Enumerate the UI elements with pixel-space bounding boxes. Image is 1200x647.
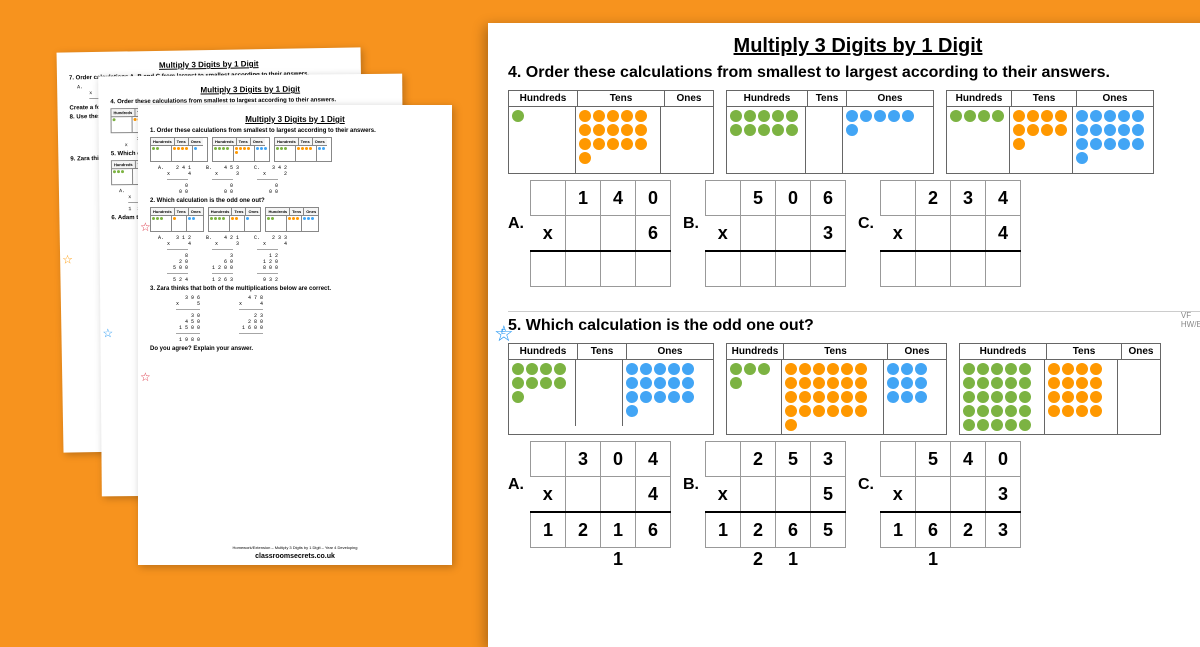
q4-text: 4. Order these calculations from smalles… bbox=[110, 97, 390, 105]
q1-text: 1. Order these calculations from smalles… bbox=[150, 128, 440, 134]
sheet-title: Multiply 3 Digits by 1 Digit bbox=[150, 115, 440, 124]
ref-hwext: HW/Ext bbox=[1181, 320, 1200, 329]
q2-text: 2. Which calculation is the odd one out? bbox=[150, 198, 440, 204]
place-value-box: HundredsTensOnes bbox=[508, 90, 714, 174]
place-value-box: HundredsTensOnes bbox=[726, 343, 947, 435]
calculation: A.140x6 bbox=[508, 180, 671, 287]
calculation: A.304x412161 bbox=[508, 441, 671, 571]
sheet-title: Multiply 3 Digits by 1 Digit bbox=[110, 84, 390, 95]
footer-sub: Homework/Extension – Multiply 3 Digits b… bbox=[138, 545, 452, 550]
q4-heading: 4. Order these calculations from smalles… bbox=[508, 64, 1200, 82]
q5-calcs-row: A.304x412161B.253x5126521C.540x316231 bbox=[508, 441, 1200, 571]
calculation: C.540x316231 bbox=[858, 441, 1021, 571]
calculation: C.234x4 bbox=[858, 180, 1021, 287]
star-icon: ☆ bbox=[62, 252, 73, 266]
star-icon: ☆ bbox=[102, 326, 113, 340]
q4-calcs-row: A.140x6B.506x3C.234x4 bbox=[508, 180, 1200, 287]
sheet-title: Multiply 3 Digits by 1 Digit bbox=[69, 58, 349, 72]
sheet-front: Multiply 3 Digits by 1 Digit 1. Order th… bbox=[138, 105, 452, 565]
q5-place-value-row: HundredsTensOnesHundredsTensOnesHundreds… bbox=[508, 343, 1200, 435]
q3-text: 3. Zara thinks that both of the multipli… bbox=[150, 286, 440, 292]
ref-vf: VF bbox=[1181, 311, 1191, 320]
main-title: Multiply 3 Digits by 1 Digit bbox=[508, 35, 1200, 58]
agree-text: Do you agree? Explain your answer. bbox=[150, 346, 440, 352]
q2-calcs: A. 3 1 2 B. 4 2 1 C. 2 3 3 x 4 x 3 x 4 ─… bbox=[158, 235, 440, 283]
q1-calcs: A. 2 4 1 B. 4 5 3 C. 3 4 2 x 4 x 3 x 2 ─… bbox=[158, 165, 440, 195]
calculation: B.506x3 bbox=[683, 180, 846, 287]
place-value-box: HundredsTensOnes bbox=[959, 343, 1161, 435]
place-value-box: HundredsTensOnes bbox=[508, 343, 714, 435]
q3-calcs: 3 9 6 4 7 8 x 5 x 4 ──────── ──────── 3 … bbox=[158, 295, 440, 343]
star-icon: ☆E bbox=[494, 321, 514, 347]
star-icon: ☆ bbox=[140, 220, 151, 234]
worksheet-stack: Multiply 3 Digits by 1 Digit 7. Order ca… bbox=[60, 50, 430, 570]
place-value-box: HundredsTensOnes bbox=[726, 90, 934, 174]
q5-heading: 5. Which calculation is the odd one out? bbox=[508, 317, 1200, 335]
calculation: B.253x5126521 bbox=[683, 441, 846, 571]
star-icon: ☆ bbox=[140, 370, 151, 384]
footer-url: classroomsecrets.co.uk bbox=[138, 553, 452, 560]
main-worksheet: Multiply 3 Digits by 1 Digit 4. Order th… bbox=[488, 23, 1200, 647]
q4-place-value-row: HundredsTensOnesHundredsTensOnesHundreds… bbox=[508, 90, 1200, 174]
place-value-box: HundredsTensOnes bbox=[946, 90, 1154, 174]
